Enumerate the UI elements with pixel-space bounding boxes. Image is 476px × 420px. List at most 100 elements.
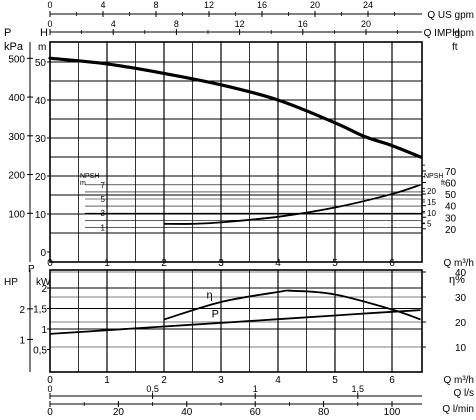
tick-label-imp-gpm: 4 <box>111 19 116 29</box>
tick-label-q-lmin: 20 <box>113 407 125 418</box>
axis-title-p: P <box>4 27 11 39</box>
tick-label-head-m: 30 <box>35 134 47 145</box>
axis-label-q-ls: Q l/s <box>453 388 474 399</box>
tick-label-npsh-ft: 10 <box>427 209 436 218</box>
axis-label-q-m3h-bottom: Q m³/h <box>443 375 474 386</box>
tick-label-imp-gpm: 0 <box>47 19 52 29</box>
axis-label-imp-gpm: Q IMP gpm <box>424 28 474 39</box>
tick-label-us-gpm: 16 <box>257 0 267 10</box>
tick-label-q-m3h: 2 <box>161 258 167 269</box>
tick-label-kpa: 200 <box>8 171 25 182</box>
tick-label-hp: 2 <box>19 305 25 316</box>
tick-label-npsh-ft: 15 <box>427 198 436 207</box>
axis-title-npsh-m: m <box>80 180 86 187</box>
tick-label-q-m3h: 1 <box>104 258 110 269</box>
axis-title-npsh-left: NPSH <box>80 173 99 180</box>
tick-label-kw: 1,5 <box>33 305 47 316</box>
tick-label-head-ft: 70 <box>445 167 457 178</box>
tick-label-eta: 10 <box>455 343 467 354</box>
tick-label-head-ft: 50 <box>445 190 457 201</box>
tick-label-npsh-ft: 5 <box>427 220 432 229</box>
tick-label-q-ls: 1 <box>253 384 258 394</box>
tick-label-head-m: 10 <box>35 210 47 221</box>
tick-label-q-m3h-bottom: 3 <box>218 375 224 386</box>
power-curve <box>49 309 421 335</box>
curve-layer <box>48 56 423 335</box>
tick-label-head-ft: 20 <box>445 225 457 236</box>
tick-label-head-m: 40 <box>35 96 47 107</box>
tick-label-head-m: 0 <box>40 248 46 259</box>
tick-label-us-gpm: 4 <box>100 0 105 10</box>
axis-label-q-m3h: Q m³/h <box>443 258 474 269</box>
tick-label-imp-gpm: 16 <box>298 19 308 29</box>
tick-label-kpa: 300 <box>8 132 25 143</box>
axis-title-hp: HP <box>4 277 18 288</box>
tick-label-kpa: 400 <box>8 93 25 104</box>
tick-label-kw: 2 <box>41 284 47 295</box>
tick-label-kw: 1 <box>41 325 47 336</box>
axis-title-npsh-ft: ft <box>441 180 445 187</box>
tick-label-q-lmin: 80 <box>318 407 330 418</box>
tick-label-q-m3h: 5 <box>332 258 338 269</box>
tick-label-eta: 30 <box>455 293 467 304</box>
tick-label-head-ft: 60 <box>445 179 457 190</box>
tick-label-q-lmin: 40 <box>181 407 193 418</box>
tick-label-imp-gpm: 8 <box>174 19 179 29</box>
tick-label-eta: 20 <box>455 318 467 329</box>
tick-label-us-gpm: 12 <box>204 0 214 10</box>
axis-title-npsh-right: NPSH <box>424 173 443 180</box>
tick-label-head-m: 20 <box>35 172 47 183</box>
power-panel-frame <box>49 269 423 373</box>
efficiency-curve <box>163 289 421 321</box>
tick-label-q-m3h-bottom: 4 <box>275 375 281 386</box>
tick-label-q-m3h-bottom: 5 <box>332 375 338 386</box>
head-panel-frame <box>49 41 423 263</box>
tick-label-imp-gpm: 20 <box>361 19 371 29</box>
grid-layer <box>27 11 426 407</box>
tick-label-q-lmin: 0 <box>47 407 53 418</box>
tick-label-npsh-m: 3 <box>101 209 106 218</box>
tick-label-q-lmin: 100 <box>384 407 401 418</box>
tick-label-hp: 1 <box>19 335 25 346</box>
tick-label-us-gpm: 8 <box>153 0 158 10</box>
tick-label-q-m3h: 4 <box>275 258 281 269</box>
tick-label-npsh-ft: 20 <box>427 187 436 196</box>
tick-label-q-ls: 1,5 <box>352 384 365 394</box>
tick-label-q-ls: 0,5 <box>146 384 159 394</box>
axis-title-kw: kW <box>36 277 51 288</box>
axis-title-h: H <box>40 27 48 39</box>
tick-label-imp-gpm: 12 <box>235 19 245 29</box>
tick-label-us-gpm: 24 <box>363 0 373 10</box>
axis-title-h-right: H <box>452 27 460 39</box>
tick-label-q-m3h-bottom: 2 <box>161 375 167 386</box>
tick-label-kw: 0,5 <box>33 346 47 357</box>
tick-label-npsh-m: 5 <box>101 195 106 204</box>
tick-label-npsh-m: 7 <box>101 181 106 190</box>
axis-title-kpa: kPa <box>4 41 24 53</box>
tick-label-kpa: 500 <box>8 54 25 65</box>
npsh-curve <box>163 183 421 225</box>
power-curve-label: P <box>212 309 219 321</box>
tick-label-eta: 40 <box>455 268 467 279</box>
axis-title-m: m <box>38 42 46 53</box>
tick-label-q-ls: 0 <box>47 384 52 394</box>
tick-label-head-ft: 40 <box>445 202 457 213</box>
efficiency-curve-label: η <box>207 289 213 301</box>
axis-title-eta: η% <box>449 274 465 286</box>
tick-label-q-lmin: 60 <box>250 407 262 418</box>
tick-label-q-m3h: 0 <box>47 258 53 269</box>
head-curve <box>48 56 423 159</box>
tick-label-q-m3h: 3 <box>218 258 224 269</box>
tick-label-npsh-m: 1 <box>101 223 106 232</box>
axis-title-ft: ft <box>452 42 458 53</box>
tick-label-head-m: 50 <box>35 58 47 69</box>
tick-label-q-m3h-bottom: 0 <box>47 375 53 386</box>
axis-label-us-gpm: Q US gpm <box>427 10 474 21</box>
tick-label-us-gpm: 0 <box>47 0 52 10</box>
tick-label-q-m3h-bottom: 6 <box>389 375 395 386</box>
tick-label-head-ft: 30 <box>445 213 457 224</box>
tick-label-us-gpm: 20 <box>310 0 320 10</box>
tick-label-kpa: 100 <box>8 209 25 220</box>
